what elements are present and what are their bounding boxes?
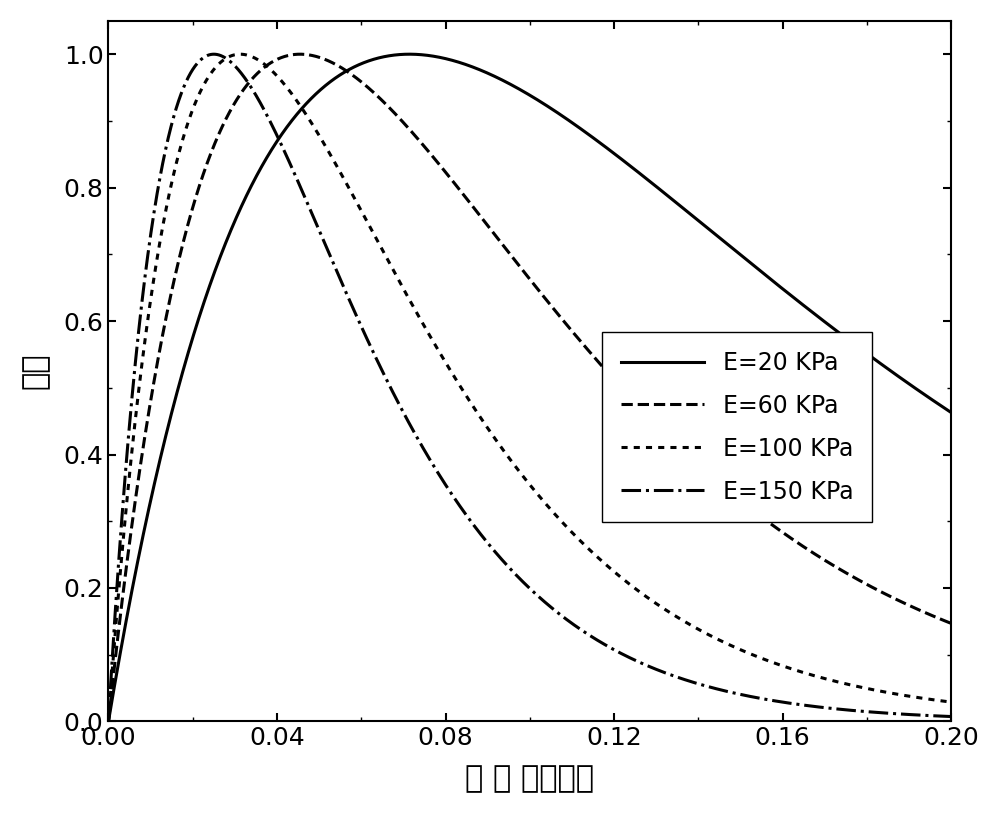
- E=60 KPa: [462, 196, 474, 206]
- Y-axis label: 位移: 位移: [21, 353, 50, 389]
- Line: E=150 KPa: E=150 KPa: [108, 55, 951, 721]
- E=20 KPa: [929, 397, 941, 407]
- X-axis label: 时 间 （微秒）: 时 间 （微秒）: [465, 764, 594, 793]
- E=20 KPa: [249, 175, 261, 185]
- E=150 KPa: [426, 458, 438, 468]
- E=100 KPa: [234, 50, 246, 59]
- E=100 KPa: [945, 698, 957, 707]
- E=60 KPa: [838, 567, 850, 576]
- E=20 KPa: [462, 60, 474, 70]
- E=20 KPa: [426, 51, 438, 61]
- E=100 KPa: [249, 53, 261, 63]
- E=20 KPa: [199, 295, 211, 305]
- E=150 KPa: [929, 711, 941, 720]
- E=20 KPa: [838, 332, 850, 342]
- Line: E=20 KPa: E=20 KPa: [108, 55, 951, 721]
- E=60 KPa: [199, 165, 211, 175]
- E=60 KPa: [929, 612, 941, 622]
- E=150 KPa: [249, 89, 261, 98]
- E=150 KPa: [838, 705, 850, 715]
- E=60 KPa: [249, 72, 261, 81]
- E=100 KPa: [199, 78, 211, 88]
- E=20 KPa: [945, 408, 957, 418]
- E=150 KPa: [945, 711, 957, 721]
- E=100 KPa: [838, 679, 850, 689]
- E=60 KPa: [945, 619, 957, 628]
- E=100 KPa: [102, 716, 114, 726]
- E=100 KPa: [426, 335, 438, 344]
- E=100 KPa: [929, 695, 941, 705]
- Legend: E=20 KPa, E=60 KPa, E=100 KPa, E=150 KPa: E=20 KPa, E=60 KPa, E=100 KPa, E=150 KPa: [602, 332, 872, 523]
- E=60 KPa: [426, 151, 438, 160]
- E=150 KPa: [199, 52, 211, 62]
- E=60 KPa: [102, 716, 114, 726]
- E=20 KPa: [102, 716, 114, 726]
- E=20 KPa: [403, 50, 415, 59]
- E=150 KPa: [102, 716, 114, 726]
- E=60 KPa: [294, 50, 306, 59]
- E=150 KPa: [462, 513, 474, 523]
- E=150 KPa: [208, 50, 220, 59]
- E=100 KPa: [462, 394, 474, 404]
- Line: E=100 KPa: E=100 KPa: [108, 55, 951, 721]
- Line: E=60 KPa: E=60 KPa: [108, 55, 951, 721]
